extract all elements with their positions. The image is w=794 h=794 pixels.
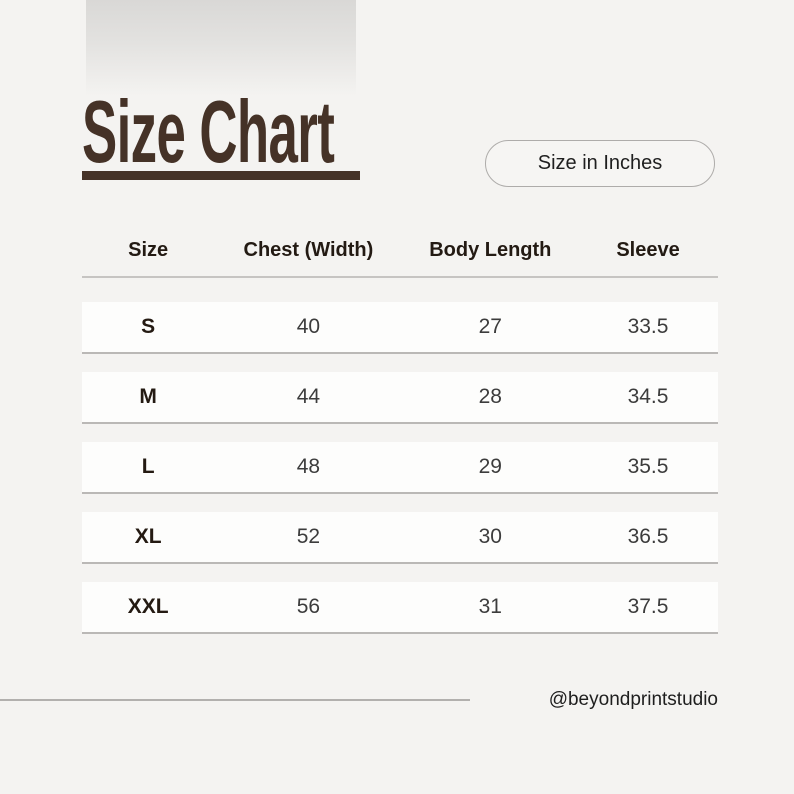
column-header-size: Size: [128, 238, 169, 261]
size-in-inches-badge: Size in Inches: [485, 140, 715, 187]
studio-handle: @beyondprintstudio: [548, 689, 718, 710]
column-header-chest: Chest (Width): [243, 238, 374, 261]
title-underline: [82, 171, 360, 180]
chest-cell: 48: [296, 455, 321, 478]
page-title: Size Chart: [82, 82, 335, 181]
body-length-cell: 28: [478, 385, 502, 408]
table-row: L 48 29 35.5: [82, 442, 718, 494]
column-header-sleeve: Sleeve: [616, 238, 680, 261]
size-cell: L: [141, 455, 155, 478]
size-table: Size Chest (Width) Body Length Sleeve S …: [82, 224, 718, 652]
footer-divider-line: [0, 699, 470, 701]
table-header-row: Size Chest (Width) Body Length Sleeve: [82, 224, 718, 278]
body-length-cell: 27: [478, 315, 502, 338]
size-cell: M: [139, 385, 157, 408]
body-length-cell: 29: [478, 455, 502, 478]
table-body: S 40 27 33.5 M 44 28 34.5 L 48 29 35.5 X…: [82, 302, 718, 634]
table-row: XL 52 30 36.5: [82, 512, 718, 564]
sleeve-cell: 35.5: [627, 455, 669, 478]
chest-cell: 40: [296, 315, 321, 338]
badge-label: Size in Inches: [537, 152, 663, 174]
body-length-cell: 31: [478, 595, 502, 618]
chest-cell: 56: [296, 595, 321, 618]
table-row: M 44 28 34.5: [82, 372, 718, 424]
table-row: S 40 27 33.5: [82, 302, 718, 354]
size-cell: S: [141, 315, 156, 338]
sleeve-cell: 33.5: [627, 315, 669, 338]
size-cell: XXL: [127, 595, 169, 618]
sleeve-cell: 37.5: [627, 595, 669, 618]
column-header-body-length: Body Length: [429, 238, 552, 261]
sleeve-cell: 36.5: [627, 525, 669, 548]
chest-cell: 52: [296, 525, 321, 548]
size-cell: XL: [134, 525, 162, 548]
table-row: XXL 56 31 37.5: [82, 582, 718, 634]
top-fade-rectangle: [86, 0, 356, 96]
sleeve-cell: 34.5: [627, 385, 669, 408]
body-length-cell: 30: [478, 525, 502, 548]
chest-cell: 44: [296, 385, 321, 408]
